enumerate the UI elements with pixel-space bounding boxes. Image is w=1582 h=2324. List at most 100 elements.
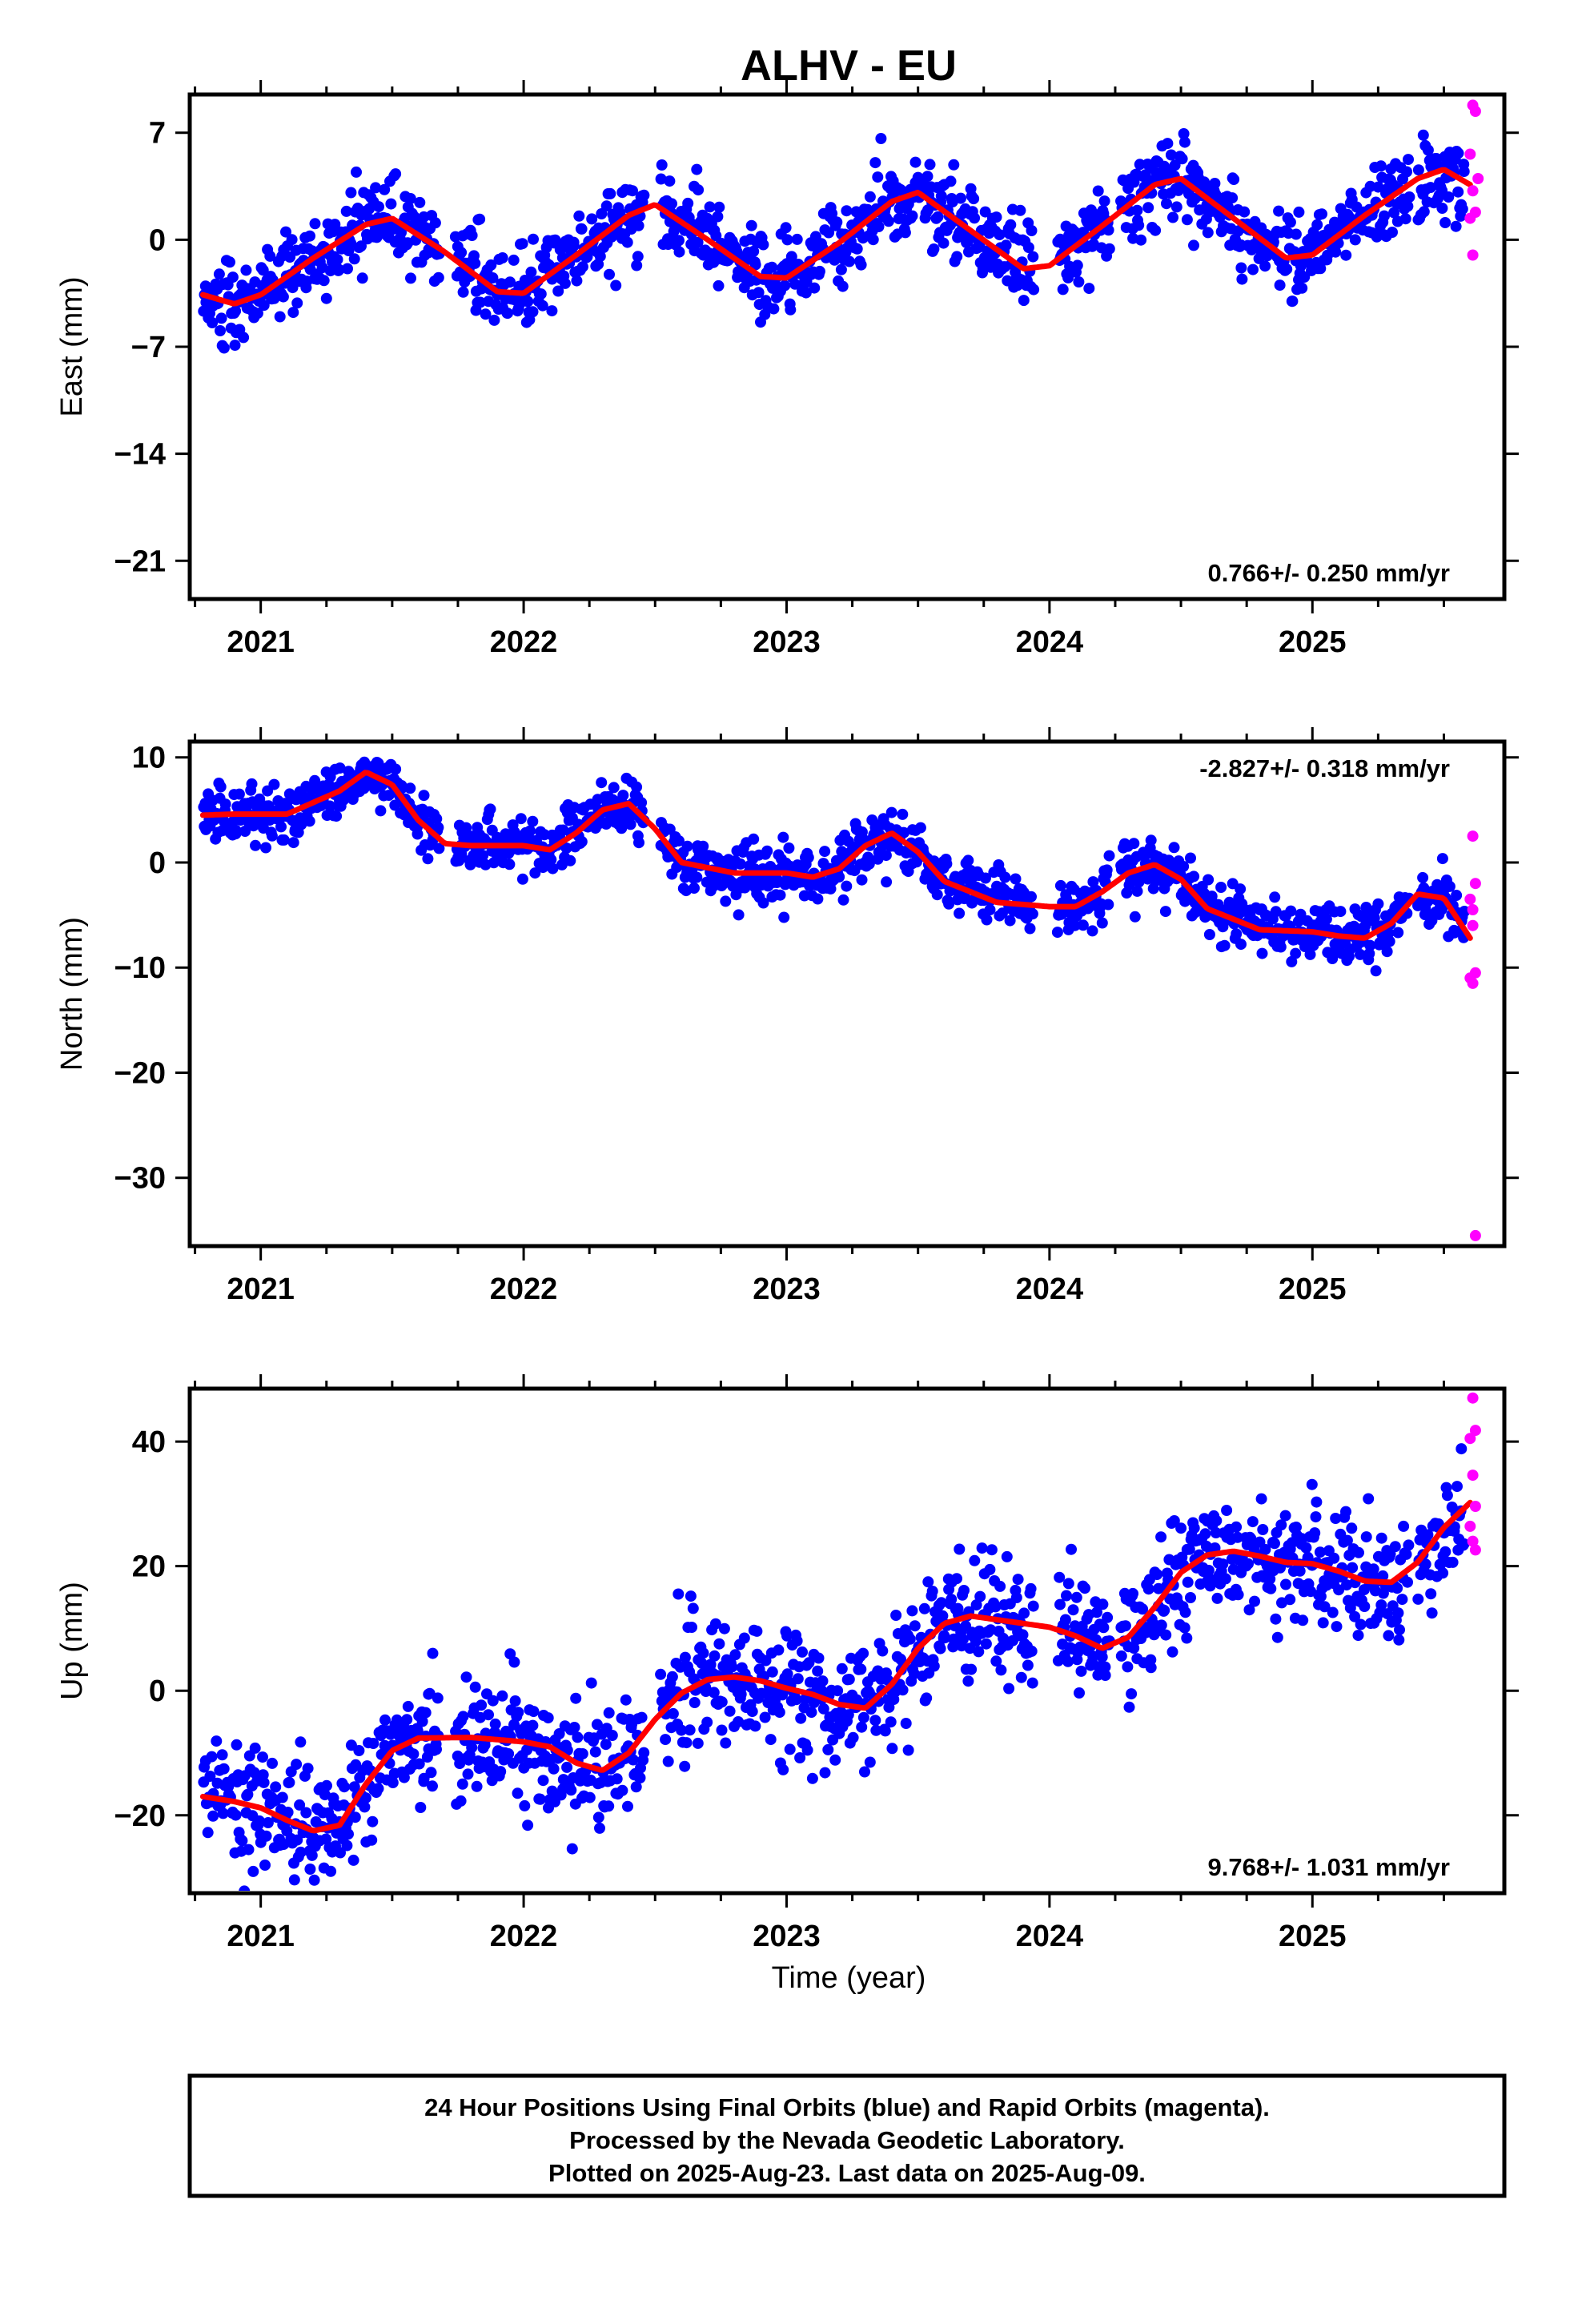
final-orbit-point: [897, 808, 909, 820]
final-orbit-point: [746, 1706, 758, 1718]
final-orbit-point: [402, 1700, 414, 1712]
final-orbit-point: [594, 1822, 605, 1834]
final-orbit-point: [890, 1610, 902, 1621]
rapid-orbit-point: [1464, 1433, 1476, 1445]
final-orbit-point: [709, 1650, 721, 1662]
model-fit-curve: [199, 770, 1473, 941]
final-orbit-point: [566, 1843, 578, 1855]
final-orbit-point: [427, 1647, 439, 1659]
rapid-orbit-point: [1467, 977, 1479, 989]
final-orbit-point: [413, 1758, 425, 1770]
final-orbit-point: [955, 192, 966, 204]
final-orbit-point: [420, 1707, 432, 1719]
final-orbit-point: [1363, 947, 1375, 959]
final-orbit-point: [802, 851, 814, 863]
final-orbit-point: [604, 187, 616, 199]
final-orbit-point: [294, 1799, 306, 1811]
final-orbit-point: [589, 1746, 601, 1758]
final-orbit-point: [836, 1663, 848, 1675]
final-orbit-point: [1202, 227, 1214, 239]
final-orbit-point: [679, 1651, 691, 1663]
final-orbit-point: [1377, 1570, 1389, 1582]
velocity-label: 9.768+/- 1.031 mm/yr: [1208, 1853, 1450, 1881]
final-orbit-point: [257, 1751, 268, 1763]
final-orbit-point: [712, 211, 724, 223]
final-orbit-point: [522, 1819, 534, 1831]
final-orbit-point: [1010, 873, 1022, 885]
final-orbit-point: [1003, 1683, 1015, 1695]
final-orbit-point: [632, 251, 644, 263]
final-orbit-point: [385, 198, 397, 210]
final-orbit-point: [1054, 1598, 1066, 1610]
final-orbit-point: [805, 1707, 817, 1719]
final-orbit-point: [496, 252, 508, 263]
final-orbit-point: [1375, 1599, 1387, 1611]
final-orbit-point: [308, 1874, 320, 1886]
final-orbit-point: [785, 304, 797, 316]
final-orbit-point: [528, 1706, 540, 1718]
final-orbit-point: [841, 880, 853, 892]
final-orbit-point: [809, 282, 821, 294]
plot-frame: [187, 92, 1507, 601]
final-orbit-point: [1026, 225, 1038, 236]
final-orbit-point: [1010, 1592, 1022, 1603]
final-orbit-point: [516, 238, 528, 250]
final-orbit-point: [504, 1648, 516, 1660]
final-orbit-point: [390, 168, 402, 180]
final-orbit-point: [837, 894, 849, 906]
final-orbit-point: [968, 193, 980, 205]
final-orbit-point: [603, 1800, 615, 1812]
final-orbit-point: [460, 1671, 472, 1683]
final-orbit-point: [286, 234, 298, 246]
y-axis-label: North (mm): [55, 917, 89, 1071]
final-orbit-point: [1341, 1534, 1353, 1546]
final-orbit-point: [571, 275, 583, 287]
final-orbit-point: [519, 1799, 531, 1811]
final-orbit-point: [603, 1707, 615, 1719]
final-orbit-point: [716, 1724, 728, 1736]
final-orbit-point: [564, 854, 576, 866]
final-orbit-point: [1182, 1576, 1194, 1588]
final-orbit-point: [832, 1685, 844, 1697]
footer-line-1: 24 Hour Positions Using Final Orbits (bl…: [424, 2093, 1270, 2121]
final-orbit-point: [792, 1673, 804, 1685]
final-orbit-point: [954, 907, 966, 919]
y-tick-label: 0: [149, 223, 166, 257]
final-orbit-point: [1134, 159, 1146, 171]
final-orbit-point: [432, 271, 444, 283]
final-orbit-point: [1062, 1655, 1074, 1667]
final-orbit-point: [1439, 217, 1452, 228]
final-orbit-point: [847, 1731, 859, 1743]
final-orbit-point: [934, 1642, 946, 1655]
final-orbit-point: [262, 1817, 274, 1828]
final-orbit-point: [1175, 1522, 1187, 1534]
final-orbit-point: [1443, 191, 1455, 203]
final-orbit-point: [390, 763, 402, 775]
final-orbit-point: [748, 245, 760, 257]
final-orbit-point: [1269, 891, 1281, 903]
final-orbit-point: [1370, 965, 1382, 977]
final-orbit-point: [812, 893, 824, 905]
final-orbit-point: [686, 1622, 697, 1633]
final-orbit-point: [1098, 195, 1110, 207]
final-orbit-point: [1181, 214, 1193, 226]
final-orbit-point: [1133, 219, 1145, 231]
final-orbit-point: [1235, 939, 1247, 951]
final-orbit-point: [1119, 1620, 1131, 1632]
final-orbit-point: [676, 1724, 688, 1736]
final-orbit-point: [1319, 1601, 1331, 1613]
final-orbit-point: [900, 1718, 912, 1729]
final-orbit-point: [1424, 182, 1436, 194]
final-orbit-point: [343, 1828, 354, 1840]
final-orbit-point: [779, 279, 791, 292]
final-orbit-point: [785, 251, 797, 263]
final-orbit-point: [902, 1744, 914, 1756]
final-orbit-point: [713, 201, 725, 213]
final-orbit-point: [897, 1684, 909, 1696]
final-orbit-point: [1188, 1522, 1200, 1534]
final-orbit-point: [341, 1839, 353, 1852]
final-orbit-point: [331, 810, 343, 822]
final-orbit-point: [976, 1542, 988, 1554]
rapid-orbit-points: [1464, 99, 1484, 261]
final-orbit-point: [1123, 1701, 1135, 1713]
